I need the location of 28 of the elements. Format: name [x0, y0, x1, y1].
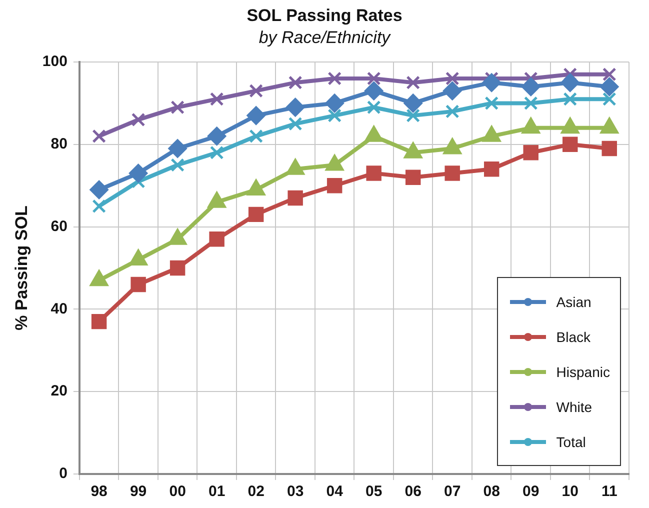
x-tick-label: 01	[208, 483, 226, 500]
x-tick-label: 02	[248, 483, 264, 500]
y-tick-label: 40	[50, 300, 68, 318]
legend-label: Asian	[556, 294, 592, 310]
x-tick-label: 98	[90, 483, 108, 500]
x-tick-label: 08	[483, 483, 500, 500]
x-tick-label: 05	[365, 483, 382, 500]
legend-label: White	[556, 398, 592, 414]
y-tick-label: 20	[50, 382, 68, 400]
legend-label: Black	[556, 328, 591, 344]
x-tick-label: 06	[404, 483, 422, 500]
y-tick-label: 80	[50, 136, 68, 153]
x-tick-label: 03	[286, 483, 304, 500]
x-tick-label: 09	[522, 483, 540, 500]
y-tick-label: 60	[50, 218, 68, 235]
x-tick-label: 00	[169, 483, 186, 500]
y-tick-label: 0	[59, 465, 68, 482]
legend-label: Hispanic	[556, 364, 610, 380]
chart-title: SOL Passing Rates	[246, 6, 404, 26]
chart-subtitle: by Race/Ethnicity	[258, 28, 392, 48]
x-tick-label: 04	[326, 483, 344, 500]
y-axis-title: % Passing SOL	[12, 206, 31, 330]
y-tick-label: 100	[42, 53, 68, 70]
x-tick-label: 10	[562, 483, 578, 500]
x-tick-label: 11	[601, 483, 618, 500]
x-tick-label: 07	[444, 483, 461, 500]
x-tick-label: 99	[130, 483, 147, 500]
legend-label: Total	[556, 434, 586, 450]
